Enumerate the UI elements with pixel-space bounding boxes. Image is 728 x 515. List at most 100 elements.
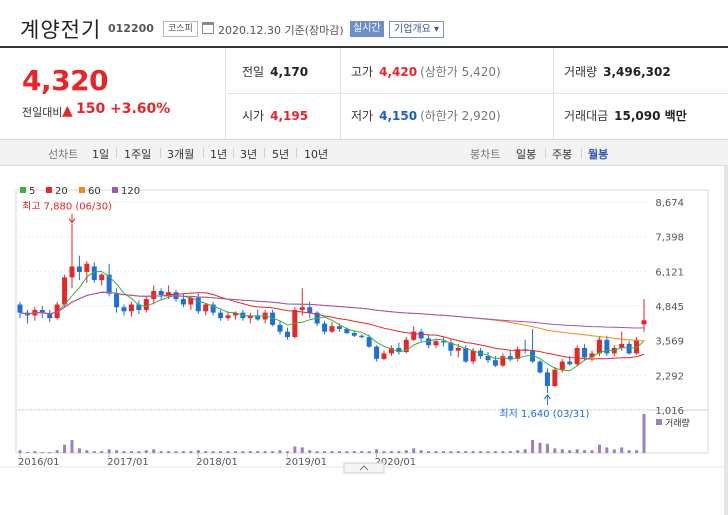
candle-body	[537, 361, 543, 373]
candle-daily[interactable]: 일봉	[516, 148, 537, 161]
period-10y[interactable]: 10년	[304, 148, 329, 161]
volume-bar	[635, 450, 639, 453]
company-overview-dropdown[interactable]: 기업개요 ▾	[389, 21, 444, 38]
candle-body	[448, 342, 454, 351]
candle-body	[530, 350, 536, 362]
realtime-button[interactable]: 실시간	[350, 21, 384, 37]
candle-body	[284, 331, 290, 338]
candle-monthly[interactable]: 월봉	[588, 148, 609, 161]
volume-bar	[285, 451, 289, 453]
header-divider	[0, 46, 728, 48]
volume-bar	[419, 450, 423, 453]
volume-bar	[315, 451, 319, 453]
volume-bar	[531, 440, 535, 453]
volume-bar	[501, 451, 505, 453]
candle-body	[515, 349, 521, 359]
volume-bar	[92, 451, 96, 453]
period-3m[interactable]: 3개월	[167, 148, 195, 161]
candlestick-chart[interactable]: 8,674 7,398 6,121 4,845 3,569 2,292 1,016 5 20 60…	[0, 166, 728, 515]
x-tick-label: 2020/01	[375, 457, 417, 468]
candle-body	[485, 356, 491, 361]
chart-scrollbar[interactable]	[724, 166, 728, 515]
candle-body	[492, 360, 498, 366]
volume-bar	[33, 451, 37, 453]
period-1w[interactable]: 1주일	[124, 148, 152, 161]
current-price-panel: 4,320 전일대비 ▲ 150 +3.60%	[0, 48, 226, 139]
volume-bar	[545, 443, 549, 453]
open-cell: 시가 4,195	[242, 107, 308, 124]
prev-close-value: 4,170	[270, 65, 309, 79]
volume-bar	[486, 451, 490, 453]
volume-bar	[590, 450, 594, 453]
amount-label: 거래대금	[564, 109, 609, 123]
volume-bar	[63, 444, 67, 453]
volume-bar	[278, 450, 282, 453]
y-tick-label: 6,121	[655, 267, 684, 278]
volume-label: 거래량	[564, 65, 598, 79]
y-tick-label: 7,398	[655, 233, 684, 244]
candle-body	[582, 347, 588, 358]
volume-bar	[40, 452, 44, 453]
volume-bar	[612, 449, 616, 453]
volume-bar	[382, 451, 386, 453]
volume-bar	[523, 449, 527, 453]
period-1d[interactable]: 1일	[92, 148, 110, 161]
candle-body	[396, 347, 402, 353]
candle-body	[299, 307, 305, 310]
candle-body	[463, 347, 469, 362]
volume-bar	[568, 450, 572, 453]
candle-body	[641, 320, 647, 325]
candle-body	[218, 312, 224, 319]
volume-bar	[441, 451, 445, 453]
candle-body	[210, 304, 216, 313]
volume-bar	[55, 450, 59, 453]
candle-body	[225, 315, 231, 319]
volume-bar	[196, 450, 200, 453]
high-arrow-head	[68, 218, 76, 224]
volume-bar	[107, 449, 111, 453]
price-change-percent: +3.60%	[110, 101, 171, 117]
volume-bar	[597, 444, 601, 453]
candle-body	[552, 369, 558, 386]
volume-bar	[122, 451, 126, 453]
volume-bar	[508, 451, 512, 453]
upper-limit: (상한가 5,420)	[420, 65, 501, 79]
candle-body	[418, 331, 424, 339]
candle-body	[366, 337, 372, 347]
period-3y[interactable]: 3년	[240, 148, 258, 161]
candle-body	[255, 315, 261, 320]
low-value: 4,150	[379, 109, 418, 123]
x-tick-label: 2019/01	[285, 457, 327, 468]
volume-bar	[233, 451, 237, 453]
low-cell: 저가 4,150 (하한가 2,920)	[351, 107, 501, 124]
stock-chart[interactable]: 8,674 7,398 6,121 4,845 3,569 2,292 1,016 5 20 60…	[0, 166, 728, 515]
volume-bar	[129, 451, 133, 453]
candle-body	[374, 346, 380, 359]
candle-body	[17, 304, 23, 313]
lower-limit: (하한가 2,920)	[420, 109, 501, 123]
candle-body	[619, 343, 625, 348]
candle-body	[433, 341, 439, 346]
price-summary: 4,320 전일대비 ▲ 150 +3.60% 전일 4,170 고가 4,420(…	[0, 48, 728, 140]
volume-bar	[337, 451, 341, 453]
candle-body	[455, 347, 461, 351]
candle-body	[470, 350, 476, 362]
candle-body	[507, 356, 513, 359]
volume-bar	[553, 448, 557, 453]
prev-close-label: 전일	[242, 65, 265, 79]
volume-bar	[352, 451, 356, 453]
candle-body	[381, 353, 387, 359]
x-tick-label: 2018/01	[196, 457, 238, 468]
candle-weekly[interactable]: 주봉	[552, 148, 573, 161]
period-5y[interactable]: 5년	[272, 148, 290, 161]
as-of-date: 2020.12.30 기준(장마감)	[218, 24, 344, 37]
candle-body	[158, 290, 164, 295]
volume-legend-swatch	[656, 419, 662, 425]
volume-bar	[538, 442, 542, 453]
open-value: 4,195	[270, 109, 309, 123]
candle-body	[634, 339, 640, 354]
candle-body	[136, 304, 142, 310]
period-1y[interactable]: 1년	[210, 148, 228, 161]
volume-bar	[115, 450, 119, 453]
stock-name: 계양전기	[20, 18, 102, 42]
